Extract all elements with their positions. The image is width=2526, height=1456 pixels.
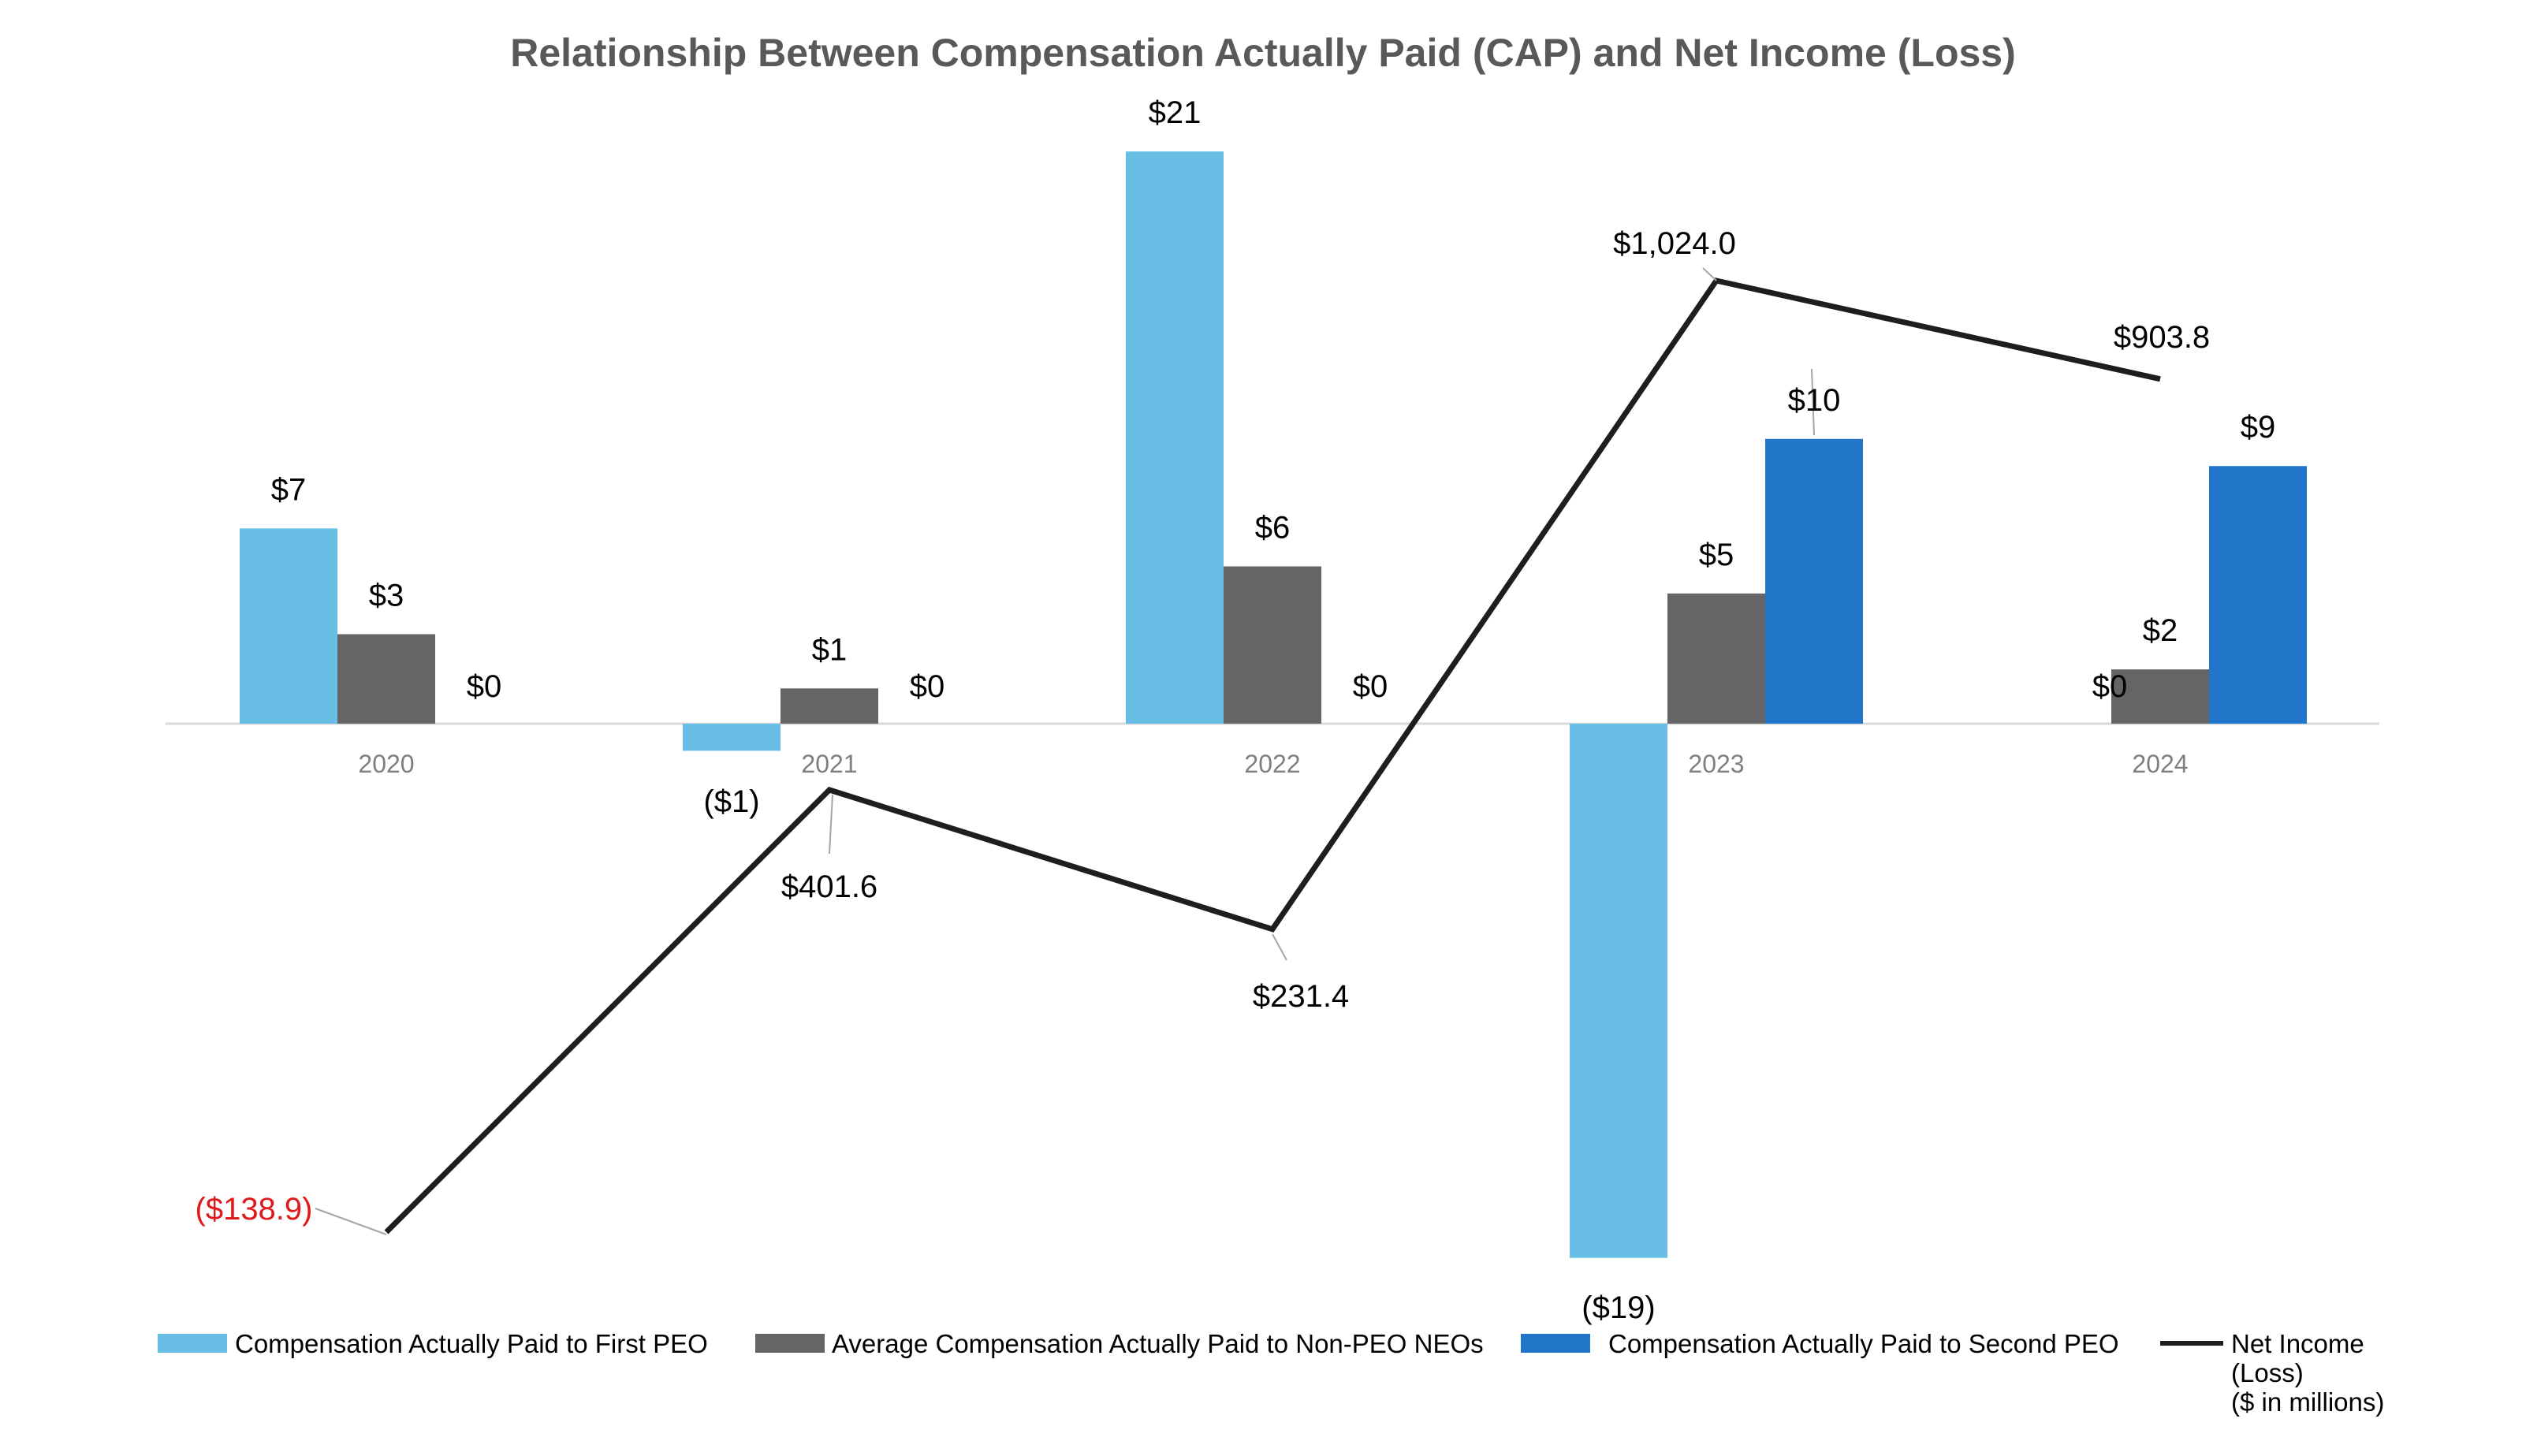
legend-label: Average Compensation Actually Paid to No… — [832, 1329, 1484, 1358]
bar-data-label: $6 — [1255, 510, 1291, 545]
bar-data-label: $0 — [467, 669, 502, 704]
bar-data-label: $21 — [1149, 95, 1202, 130]
legend-label: Net Income (Loss) — [2231, 1329, 2364, 1387]
bar-data-label: $1 — [812, 632, 848, 667]
bar-compensation-actually-paid-to-first-peo — [240, 528, 337, 724]
legend-item: Net Income (Loss) — [2160, 1329, 2364, 1387]
bar-compensation-actually-paid-to-second-peo — [1765, 438, 1863, 724]
x-tick-label: 2022 — [1244, 750, 1300, 778]
bar-compensation-actually-paid-to-first-peo — [683, 724, 781, 751]
bar-data-label: ($19) — [1582, 1290, 1655, 1325]
bar-data-label: $0 — [1353, 669, 1388, 704]
x-tick-label: 2021 — [801, 750, 857, 778]
bar-average-compensation-actually-paid-to-non-peo-neos — [781, 688, 878, 724]
legend: Compensation Actually Paid to First PEO A… — [158, 1329, 2364, 1387]
legend-swatch — [755, 1334, 825, 1353]
label-leader-line — [1811, 368, 1815, 436]
line-label-leader — [1272, 933, 1287, 961]
legend-swatch — [158, 1334, 227, 1353]
bar-average-compensation-actually-paid-to-non-peo-neos — [1224, 566, 1321, 724]
bar-average-compensation-actually-paid-to-non-peo-neos — [2111, 669, 2209, 724]
chart-title: Relationship Between Compensation Actual… — [510, 31, 2016, 75]
line-label-leader — [315, 1208, 387, 1235]
line-data-label: $1,024.0 — [1613, 226, 1736, 261]
line-data-label: ($138.9) — [196, 1192, 313, 1227]
legend-units-note: ($ in millions) — [2231, 1387, 2384, 1417]
legend-label: Compensation Actually Paid to Second PEO — [1608, 1329, 2119, 1358]
bar-compensation-actually-paid-to-second-peo — [2209, 466, 2307, 724]
bar-average-compensation-actually-paid-to-non-peo-neos — [1667, 593, 1765, 724]
bar-data-label: $2 — [2143, 613, 2178, 648]
line-data-label: $231.4 — [1253, 979, 1349, 1014]
bar-data-label: $10 — [1788, 383, 1841, 418]
legend-item: Compensation Actually Paid to Second PEO — [1521, 1329, 2119, 1358]
legend-swatch — [1521, 1334, 1590, 1353]
legend-label: Compensation Actually Paid to First PEO — [235, 1329, 708, 1358]
bar-data-label: $3 — [369, 578, 404, 613]
bar-data-label: $7 — [271, 472, 307, 507]
bar-data-label: $0 — [910, 669, 945, 704]
bar-data-label: $9 — [2241, 410, 2276, 445]
bar-compensation-actually-paid-to-first-peo — [1570, 724, 1667, 1258]
legend-item: Compensation Actually Paid to First PEO — [158, 1329, 708, 1358]
bar-data-label: $0 — [2092, 669, 2128, 704]
x-tick-label: 2023 — [1688, 750, 1744, 778]
line-data-label: $401.6 — [781, 870, 877, 904]
bar-compensation-actually-paid-to-first-peo — [1126, 151, 1224, 724]
bar-average-compensation-actually-paid-to-non-peo-neos — [337, 634, 435, 724]
line-data-label: $903.8 — [2114, 320, 2210, 355]
x-tick-label: 2020 — [358, 750, 414, 778]
line-label-leader — [1702, 267, 1717, 281]
line-label-leader — [829, 794, 833, 855]
bar-data-label: $5 — [1699, 538, 1734, 572]
legend-item: Average Compensation Actually Paid to No… — [755, 1329, 1484, 1358]
x-tick-label: 2024 — [2132, 750, 2188, 778]
bar-data-label: ($1) — [703, 784, 759, 819]
net-income-line — [384, 277, 2161, 1234]
